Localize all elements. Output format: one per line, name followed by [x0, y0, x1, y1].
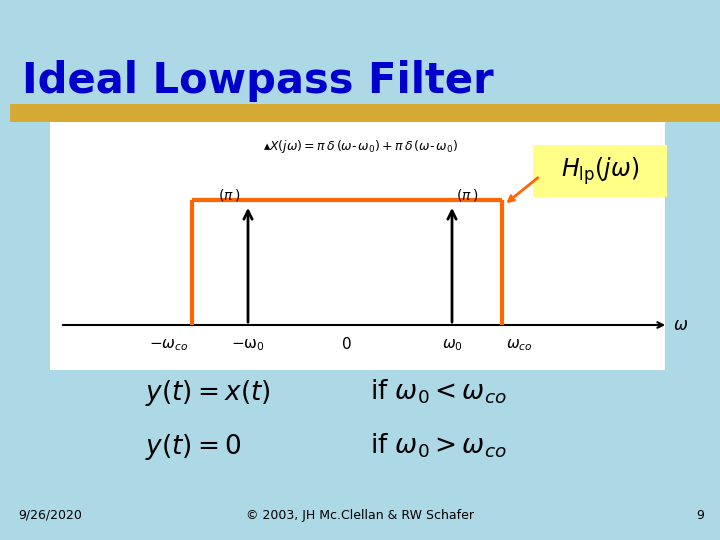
Text: $(\pi\,)$: $(\pi\,)$	[456, 187, 478, 203]
Text: 9/26/2020: 9/26/2020	[18, 509, 82, 522]
FancyBboxPatch shape	[533, 145, 667, 197]
Text: if $\omega_0 < \omega_{co}$: if $\omega_0 < \omega_{co}$	[370, 378, 507, 407]
Text: 9: 9	[696, 509, 704, 522]
Text: $(\pi\,)$: $(\pi\,)$	[217, 187, 240, 203]
Text: $\omega_{co}$: $\omega_{co}$	[506, 337, 533, 353]
Text: $H_{\mathrm{lp}}(j\omega)$: $H_{\mathrm{lp}}(j\omega)$	[561, 155, 639, 187]
Text: $y(t) = 0$: $y(t) = 0$	[145, 432, 242, 462]
Text: $\blacktriangle X(j\omega) = \pi\,\delta\,(\omega\text{-}\,\omega_0)+\pi\,\delta: $\blacktriangle X(j\omega) = \pi\,\delta…	[263, 138, 457, 155]
Text: if $\omega_0 > \omega_{co}$: if $\omega_0 > \omega_{co}$	[370, 432, 507, 461]
Text: $y(t) = x(t)$: $y(t) = x(t)$	[145, 378, 271, 408]
Text: Ideal Lowpass Filter: Ideal Lowpass Filter	[22, 60, 494, 102]
Text: $\omega$: $\omega$	[673, 316, 688, 334]
Text: 0: 0	[342, 337, 352, 352]
Text: $\omega_0$: $\omega_0$	[441, 337, 462, 353]
Bar	[50, 122, 665, 370]
Text: $-\omega_{co}$: $-\omega_{co}$	[148, 337, 188, 353]
FancyBboxPatch shape	[10, 104, 720, 122]
Text: $\mathregular{-\omega_0}$: $\mathregular{-\omega_0}$	[231, 337, 265, 353]
Text: © 2003, JH Mc.Clellan & RW Schafer: © 2003, JH Mc.Clellan & RW Schafer	[246, 509, 474, 522]
